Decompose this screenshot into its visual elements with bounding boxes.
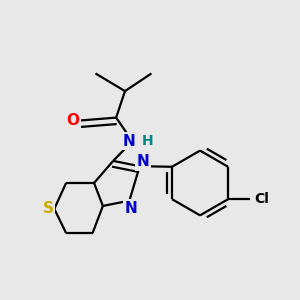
Text: S: S — [43, 201, 54, 216]
Text: N: N — [124, 200, 137, 215]
Text: O: O — [66, 113, 80, 128]
Text: Cl: Cl — [254, 192, 269, 206]
Text: N: N — [136, 154, 149, 169]
Text: N: N — [122, 134, 135, 149]
Text: H: H — [142, 134, 154, 148]
